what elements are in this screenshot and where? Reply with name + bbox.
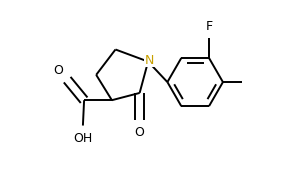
Text: O: O xyxy=(135,126,144,139)
Text: F: F xyxy=(206,20,213,33)
Text: N: N xyxy=(144,54,154,67)
Text: O: O xyxy=(54,64,64,77)
Text: OH: OH xyxy=(73,132,92,144)
